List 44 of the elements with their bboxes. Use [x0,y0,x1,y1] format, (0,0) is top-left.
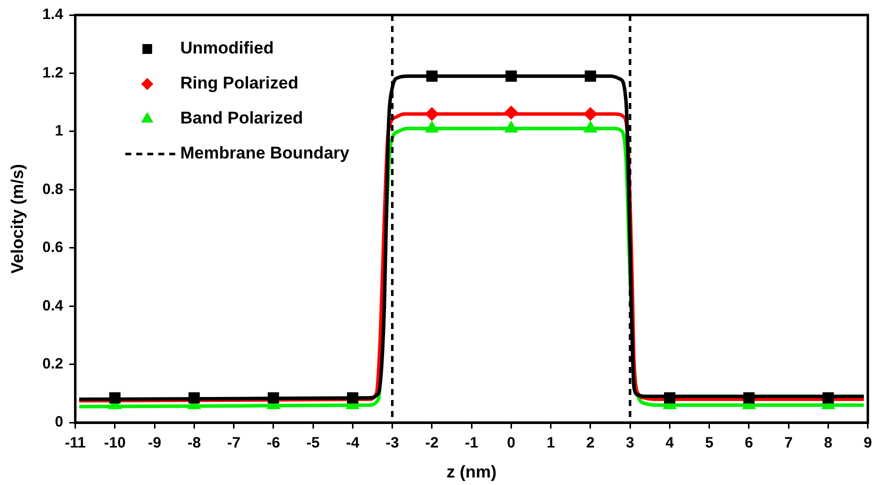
ref-line-label: Membrane Boundary [180,144,350,163]
y-tick-label: 0.4 [42,297,64,314]
x-tick-label: -11 [64,434,86,452]
y-tick-label: 0 [54,414,64,431]
x-tick-label: -10 [104,434,126,452]
point [584,70,596,82]
x-tick-label: 9 [864,434,872,452]
point [504,120,518,133]
y-axis-title: Velocity (m/s) [8,164,27,274]
y-tick-label: 0.6 [42,239,64,256]
x-tick-label: 5 [705,434,714,452]
x-tick-label: -3 [386,434,399,452]
x-tick-label: -4 [346,434,360,452]
x-tick-label: 0 [506,434,516,452]
point [584,120,598,133]
x-axis-title: z (nm) [446,462,497,482]
y-tick-label: 1.2 [42,64,64,82]
x-tick-label: -5 [306,434,320,452]
x-tick-label: 8 [824,434,832,452]
x-tick-label: -6 [266,434,280,452]
y-tick-label: 0.8 [42,180,64,198]
x-tick-label: -1 [464,434,478,452]
point [504,106,518,120]
point [424,106,439,121]
x-tick-label: 3 [626,434,634,452]
x-tick-label: 6 [744,434,754,452]
legend-label: Unmodified [180,38,274,58]
x-tick-label: -2 [425,434,439,452]
point [424,120,439,133]
y-tick-label: 1 [54,122,64,140]
point [506,70,517,82]
x-tick-label: 7 [784,434,793,452]
x-tick-label: 4 [666,434,675,452]
y-tick-label: 1.4 [42,6,64,24]
point [583,106,598,121]
x-tick-label: 1 [546,434,555,452]
x-tick-label: -7 [227,434,240,452]
x-tick-label: 2 [586,434,595,452]
x-tick-label: -8 [187,434,201,452]
legend-label: Ring Polarized [180,74,298,93]
y-tick-label: 0.2 [42,356,64,373]
x-tick-label: -9 [148,434,162,452]
point [426,70,438,82]
legend-label: Band Polarized [180,108,304,128]
